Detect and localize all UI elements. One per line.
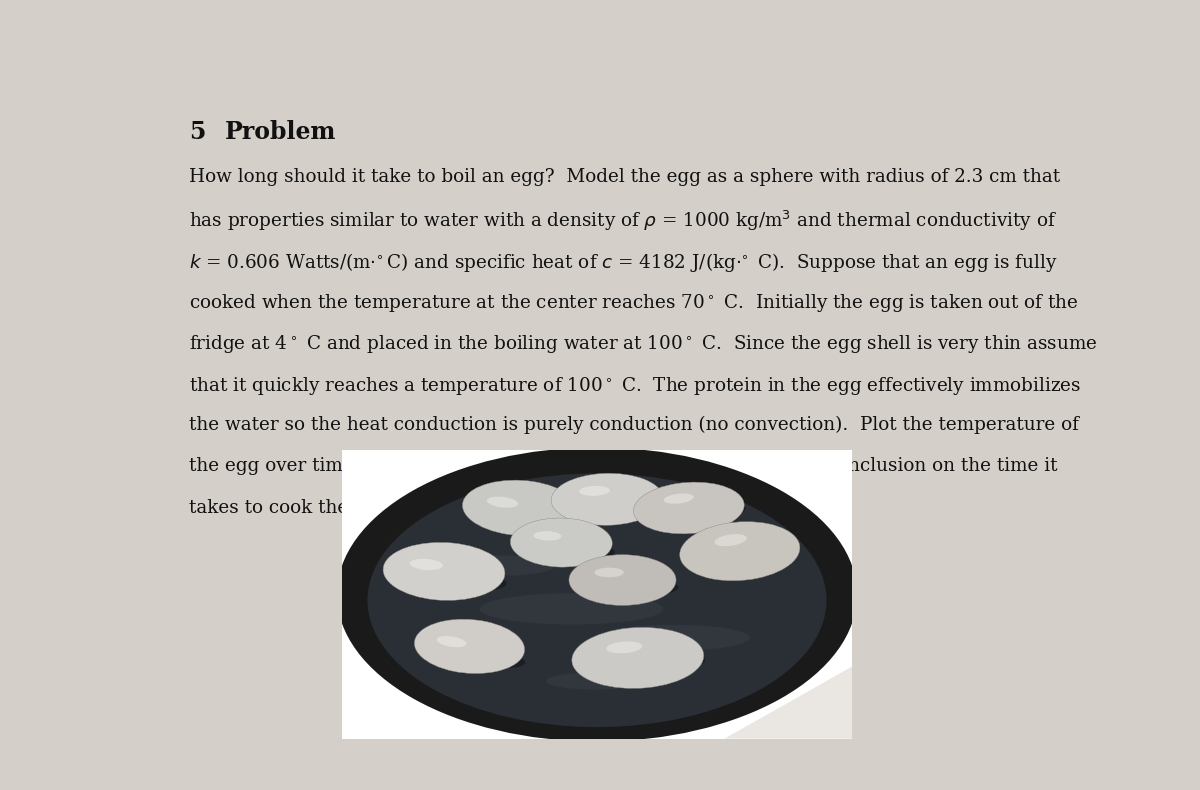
Ellipse shape xyxy=(462,480,578,536)
Ellipse shape xyxy=(598,625,750,651)
Text: has properties similar to water with a density of $\rho$ = 1000 kg/m$^3$ and the: has properties similar to water with a d… xyxy=(190,209,1057,233)
Ellipse shape xyxy=(534,531,562,540)
Ellipse shape xyxy=(424,639,526,668)
Polygon shape xyxy=(725,667,852,739)
Ellipse shape xyxy=(569,555,676,605)
Ellipse shape xyxy=(487,497,518,508)
Ellipse shape xyxy=(580,486,610,496)
Ellipse shape xyxy=(414,619,524,674)
Ellipse shape xyxy=(679,521,800,581)
Text: Problem: Problem xyxy=(224,120,336,145)
Ellipse shape xyxy=(559,496,666,517)
Ellipse shape xyxy=(664,494,694,504)
Ellipse shape xyxy=(510,518,612,567)
Ellipse shape xyxy=(572,627,703,688)
Ellipse shape xyxy=(472,502,580,529)
Ellipse shape xyxy=(551,473,664,525)
Ellipse shape xyxy=(337,447,857,742)
Ellipse shape xyxy=(577,577,678,597)
Text: 5: 5 xyxy=(190,120,205,145)
Ellipse shape xyxy=(367,473,827,727)
Ellipse shape xyxy=(391,566,506,592)
Ellipse shape xyxy=(434,555,557,576)
Ellipse shape xyxy=(634,482,744,534)
Ellipse shape xyxy=(606,641,642,653)
Ellipse shape xyxy=(437,636,467,647)
Text: the egg over time and use the data tooltip in MATLAB to make your conclusion on : the egg over time and use the data toolt… xyxy=(190,457,1057,476)
Text: Figure 1: Image source: [Link]: Figure 1: Image source: [Link] xyxy=(475,679,755,697)
Text: cooked when the temperature at the center reaches 70$^\circ$ C.  Initially the e: cooked when the temperature at the cente… xyxy=(190,292,1079,314)
Ellipse shape xyxy=(480,593,664,624)
Ellipse shape xyxy=(594,568,624,577)
Text: How long should it take to boil an egg?  Model the egg as a sphere with radius o: How long should it take to boil an egg? … xyxy=(190,167,1060,186)
Text: the water so the heat conduction is purely conduction (no convection).  Plot the: the water so the heat conduction is pure… xyxy=(190,416,1079,435)
Ellipse shape xyxy=(518,540,614,560)
Ellipse shape xyxy=(690,543,800,574)
Text: takes to cook the egg in minutes.: takes to cook the egg in minutes. xyxy=(190,498,499,517)
Ellipse shape xyxy=(581,652,706,679)
Text: fridge at 4$^\circ$ C and placed in the boiling water at 100$^\circ$ C.  Since t: fridge at 4$^\circ$ C and placed in the … xyxy=(190,333,1098,356)
Text: that it quickly reaches a temperature of 100$^\circ$ C.  The protein in the egg : that it quickly reaches a temperature of… xyxy=(190,374,1081,397)
Text: $k$ = 0.606 Watts/(m$\cdot$$\!^\circ$C) and specific heat of $c$ = 4182 J/(kg$\c: $k$ = 0.606 Watts/(m$\cdot$$\!^\circ$C) … xyxy=(190,250,1057,273)
Ellipse shape xyxy=(409,559,443,570)
Ellipse shape xyxy=(383,543,505,600)
Ellipse shape xyxy=(546,672,648,690)
Ellipse shape xyxy=(642,502,745,528)
Ellipse shape xyxy=(714,534,746,546)
